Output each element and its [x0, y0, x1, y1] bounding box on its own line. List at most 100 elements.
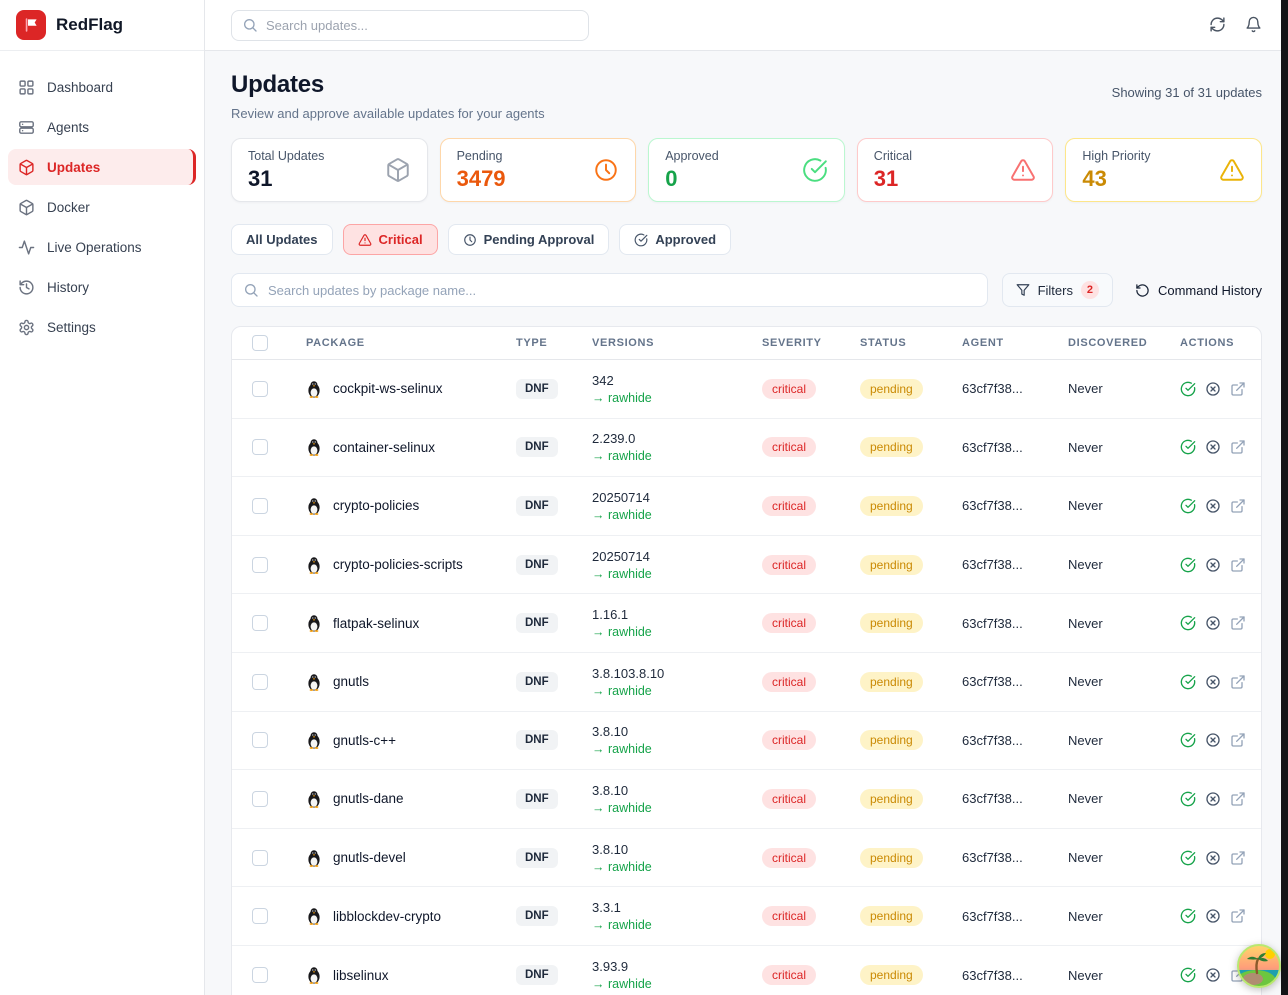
- reject-button[interactable]: [1205, 439, 1221, 455]
- agent-id: 63cf7f38...: [962, 381, 1023, 397]
- row-checkbox[interactable]: [252, 967, 268, 984]
- package-name: gnutls: [333, 674, 370, 690]
- target-version: → rawhide: [592, 449, 652, 464]
- table-row[interactable]: libselinux DNF 3.93.9 → rawhide critical…: [232, 946, 1261, 995]
- sidebar-item-history[interactable]: History: [8, 269, 196, 305]
- global-search-input[interactable]: [231, 9, 589, 41]
- sidebar-item-updates[interactable]: Updates: [8, 149, 196, 185]
- open-details-button[interactable]: [1230, 557, 1246, 573]
- penguin-icon: [308, 732, 320, 750]
- reject-button[interactable]: [1205, 557, 1221, 573]
- severity-badge: critical: [762, 437, 817, 458]
- row-checkbox[interactable]: [252, 849, 268, 866]
- row-checkbox[interactable]: [252, 556, 268, 573]
- table-row[interactable]: libblockdev-crypto DNF 3.3.1 → rawhide c…: [232, 887, 1261, 946]
- reject-x-circle-icon: [1206, 440, 1220, 455]
- row-checkbox[interactable]: [252, 615, 268, 632]
- row-checkbox[interactable]: [252, 673, 268, 690]
- reject-button[interactable]: [1205, 732, 1221, 748]
- island-floating-button[interactable]: [1236, 943, 1282, 989]
- approve-button[interactable]: [1180, 850, 1196, 866]
- reject-x-circle-icon: [1206, 616, 1220, 630]
- agent-id: 63cf7f38...: [962, 791, 1023, 807]
- approve-button[interactable]: [1180, 967, 1196, 983]
- sidebar-item-dashboard[interactable]: Dashboard: [8, 69, 196, 105]
- sidebar-item-docker[interactable]: Docker: [8, 189, 196, 225]
- table-row[interactable]: flatpak-selinux DNF 1.16.1 → rawhide cri…: [232, 594, 1261, 653]
- tab-approved[interactable]: Approved: [619, 224, 732, 255]
- table-row[interactable]: crypto-policies DNF 20250714 → rawhide c…: [232, 477, 1261, 536]
- open-details-button[interactable]: [1230, 908, 1246, 924]
- row-checkbox[interactable]: [252, 732, 268, 749]
- status-badge: pending: [860, 788, 923, 809]
- command-history-button[interactable]: Command History: [1135, 283, 1262, 298]
- table-row[interactable]: gnutls-dane DNF 3.8.10 → rawhide critica…: [232, 770, 1261, 829]
- stat-card-high-priority: High Priority 43: [1065, 138, 1262, 202]
- package-name: crypto-policies-scripts: [333, 557, 463, 573]
- open-details-button[interactable]: [1230, 732, 1246, 748]
- table-row[interactable]: gnutls-devel DNF 3.8.10 → rawhide critic…: [232, 829, 1261, 888]
- reject-button[interactable]: [1205, 850, 1221, 866]
- row-checkbox[interactable]: [252, 439, 268, 456]
- penguin-icon: [308, 908, 320, 926]
- showing-count: Showing 31 of 31 updates: [1111, 85, 1262, 100]
- open-details-button[interactable]: [1230, 850, 1246, 866]
- discovered-value: Never: [1068, 498, 1103, 514]
- approve-button[interactable]: [1180, 674, 1196, 690]
- penguin-icon: [308, 791, 320, 808]
- open-details-button[interactable]: [1230, 791, 1246, 807]
- approve-check-circle-icon: [1180, 967, 1196, 983]
- filters-button[interactable]: Filters 2: [1001, 273, 1113, 307]
- row-checkbox[interactable]: [252, 908, 268, 925]
- table-row[interactable]: gnutls-c++ DNF 3.8.10 → rawhide critical…: [232, 712, 1261, 771]
- table-row[interactable]: gnutls DNF 3.8.103.8.10 → rawhide critic…: [232, 653, 1261, 712]
- alert-triangle-icon: [1011, 159, 1036, 181]
- approve-button[interactable]: [1180, 439, 1196, 455]
- approve-button[interactable]: [1180, 381, 1196, 397]
- reject-button[interactable]: [1205, 967, 1221, 983]
- open-details-button[interactable]: [1230, 439, 1246, 455]
- funnel-icon: [1016, 284, 1029, 296]
- target-version: → rawhide: [592, 742, 652, 757]
- open-details-button[interactable]: [1230, 615, 1246, 631]
- reject-button[interactable]: [1205, 791, 1221, 807]
- row-checkbox[interactable]: [252, 790, 268, 807]
- row-checkbox[interactable]: [252, 380, 268, 397]
- notifications-button[interactable]: [1244, 16, 1262, 34]
- discovered-value: Never: [1068, 967, 1103, 983]
- refresh-button[interactable]: [1208, 16, 1226, 34]
- approve-button[interactable]: [1180, 908, 1196, 924]
- reject-button[interactable]: [1205, 498, 1221, 514]
- severity-badge: critical: [762, 906, 817, 927]
- tab-pending-approval[interactable]: Pending Approval: [447, 224, 610, 255]
- severity-badge: critical: [762, 788, 817, 809]
- reject-button[interactable]: [1205, 674, 1221, 690]
- open-external-link-icon: [1231, 557, 1245, 572]
- open-details-button[interactable]: [1230, 381, 1246, 397]
- reject-button[interactable]: [1205, 381, 1221, 397]
- approve-button[interactable]: [1180, 732, 1196, 748]
- tab-all-updates[interactable]: All Updates: [231, 224, 333, 255]
- table-row[interactable]: container-selinux DNF 2.239.0 → rawhide …: [232, 419, 1261, 478]
- approve-button[interactable]: [1180, 498, 1196, 514]
- reject-button[interactable]: [1205, 908, 1221, 924]
- tab-critical[interactable]: Critical: [342, 224, 438, 255]
- table-row[interactable]: cockpit-ws-selinux DNF 342 → rawhide cri…: [232, 360, 1261, 419]
- search-icon: [244, 18, 257, 32]
- package-icon: [386, 158, 409, 182]
- open-details-button[interactable]: [1230, 674, 1246, 690]
- package-search-input[interactable]: [231, 273, 988, 307]
- select-all-checkbox[interactable]: [252, 335, 268, 351]
- row-checkbox[interactable]: [252, 497, 268, 514]
- table-row[interactable]: crypto-policies-scripts DNF 20250714 → r…: [232, 536, 1261, 595]
- approve-button[interactable]: [1180, 615, 1196, 631]
- agent-id: 63cf7f38...: [962, 615, 1023, 631]
- approve-button[interactable]: [1180, 557, 1196, 573]
- approve-button[interactable]: [1180, 791, 1196, 807]
- sidebar-item-settings[interactable]: Settings: [8, 309, 196, 345]
- scrollbar-track[interactable]: [1281, 0, 1288, 995]
- open-details-button[interactable]: [1230, 498, 1246, 514]
- reject-button[interactable]: [1205, 615, 1221, 631]
- sidebar-item-agents[interactable]: Agents: [8, 109, 196, 145]
- sidebar-item-live-operations[interactable]: Live Operations: [8, 229, 196, 265]
